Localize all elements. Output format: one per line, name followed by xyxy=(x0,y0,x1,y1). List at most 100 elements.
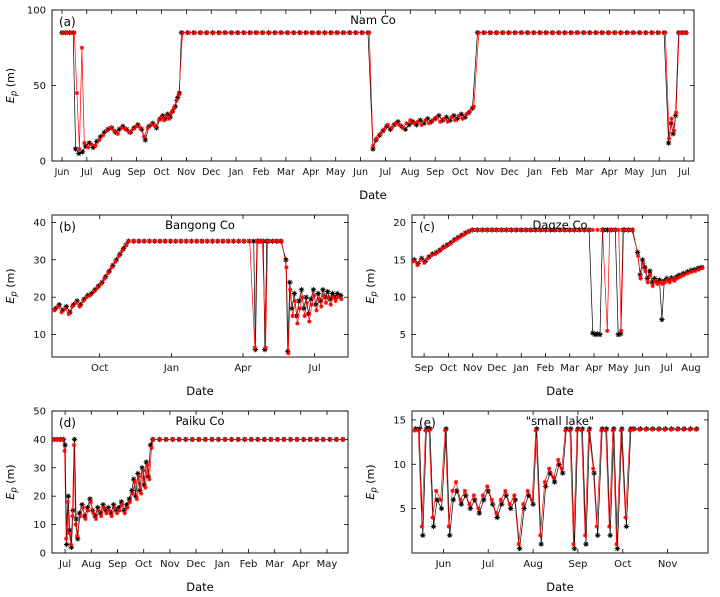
svg-text:10: 10 xyxy=(33,520,46,531)
svg-text:Ep (m): Ep (m) xyxy=(364,268,380,303)
svg-text:20: 20 xyxy=(33,293,46,304)
svg-text:20: 20 xyxy=(33,492,46,503)
svg-text:Jul: Jul xyxy=(80,167,92,178)
panel-e-chart: Jun Jul Aug Sep Oct Nov 5 10 15 "small lake" (e) Da… xyxy=(364,410,709,594)
svg-text:Jul: Jul xyxy=(308,363,321,374)
svg-text:(b): (b) xyxy=(59,220,76,234)
svg-text:Apr: Apr xyxy=(585,363,603,374)
svg-text:Feb: Feb xyxy=(253,167,270,178)
panel-c: Sep Oct Nov Dec Jan Feb Mar Apr May Jun Jul Aug 5 10 1… xyxy=(360,205,720,401)
svg-text:Jan: Jan xyxy=(512,363,528,374)
svg-text:Apr: Apr xyxy=(292,559,310,570)
row-bc: Oct Jan Apr Jul 10 20 30 40 Bangong Co (b) Date Ep … xyxy=(0,205,720,401)
svg-text:Dec: Dec xyxy=(487,363,506,374)
svg-text:Dec: Dec xyxy=(501,167,519,178)
svg-text:Dec: Dec xyxy=(186,559,205,570)
svg-text:Jun: Jun xyxy=(54,167,70,178)
svg-text:Sep: Sep xyxy=(128,167,146,178)
svg-text:0: 0 xyxy=(40,157,46,168)
svg-text:Apr: Apr xyxy=(303,167,320,178)
svg-text:Nov: Nov xyxy=(476,167,495,178)
row-de: Jul Aug Sep Oct Nov Dec Jan Feb Mar Apr May 0 10 20 30… xyxy=(0,401,720,597)
svg-text:May: May xyxy=(326,167,346,178)
svg-text:10: 10 xyxy=(33,330,46,341)
svg-text:Mar: Mar xyxy=(277,167,295,178)
svg-text:Sep: Sep xyxy=(108,559,127,570)
panel-d-chart: Jul Aug Sep Oct Nov Dec Jan Feb Mar Apr May 0 10 20 30… xyxy=(4,407,349,594)
svg-text:Date: Date xyxy=(546,384,574,398)
svg-text:Nam Co: Nam Co xyxy=(350,13,396,27)
svg-text:Jun: Jun xyxy=(435,559,452,570)
svg-text:Jan: Jan xyxy=(214,559,230,570)
svg-text:Oct: Oct xyxy=(91,363,108,374)
svg-text:40: 40 xyxy=(33,218,46,229)
svg-text:Jul: Jul xyxy=(677,167,689,178)
panel-a: Jun Jul Aug Sep Oct Nov Dec Jan Feb Mar Apr May Jun J… xyxy=(0,0,720,205)
svg-text:May: May xyxy=(624,167,644,178)
svg-text:Dagze Co: Dagze Co xyxy=(532,218,587,232)
svg-text:Feb: Feb xyxy=(240,559,258,570)
svg-text:Jul: Jul xyxy=(481,559,494,570)
svg-text:Ep (m): Ep (m) xyxy=(364,464,380,499)
svg-text:40: 40 xyxy=(33,435,46,446)
svg-text:Jan: Jan xyxy=(228,167,244,178)
svg-text:(e): (e) xyxy=(419,416,436,430)
svg-text:Nov: Nov xyxy=(463,363,483,374)
svg-text:Mar: Mar xyxy=(560,363,580,374)
svg-text:(c): (c) xyxy=(419,220,435,234)
svg-text:Nov: Nov xyxy=(177,167,196,178)
svg-text:Paiku Co: Paiku Co xyxy=(176,414,225,428)
svg-text:Aug: Aug xyxy=(102,167,121,178)
svg-text:Aug: Aug xyxy=(681,363,701,374)
svg-text:Date: Date xyxy=(546,580,574,594)
svg-text:50: 50 xyxy=(33,81,46,92)
svg-text:Apr: Apr xyxy=(234,363,252,374)
svg-text:30: 30 xyxy=(33,463,46,474)
svg-text:Jul: Jul xyxy=(660,363,673,374)
svg-text:30: 30 xyxy=(33,255,46,266)
svg-text:May: May xyxy=(608,363,629,374)
svg-text:Sep: Sep xyxy=(415,363,434,374)
panel-d: Jul Aug Sep Oct Nov Dec Jan Feb Mar Apr May 0 10 20 30… xyxy=(0,401,360,597)
svg-text:Dec: Dec xyxy=(202,167,220,178)
svg-text:Feb: Feb xyxy=(551,167,568,178)
svg-text:Jul: Jul xyxy=(379,167,391,178)
svg-text:Date: Date xyxy=(186,580,214,594)
svg-text:Oct: Oct xyxy=(452,167,469,178)
svg-text:Sep: Sep xyxy=(426,167,444,178)
svg-text:15: 15 xyxy=(393,415,406,426)
svg-text:Feb: Feb xyxy=(537,363,555,374)
svg-text:Aug: Aug xyxy=(523,559,543,570)
svg-text:Sep: Sep xyxy=(568,559,587,570)
svg-text:Ep (m): Ep (m) xyxy=(4,68,20,103)
svg-text:Date: Date xyxy=(186,384,214,398)
svg-text:Jan: Jan xyxy=(163,363,179,374)
svg-text:Jun: Jun xyxy=(651,167,667,178)
svg-text:Nov: Nov xyxy=(658,559,678,570)
svg-text:May: May xyxy=(317,559,338,570)
svg-text:50: 50 xyxy=(33,407,46,418)
svg-text:Bangong Co: Bangong Co xyxy=(165,218,235,232)
svg-text:Mar: Mar xyxy=(265,559,285,570)
svg-text:Oct: Oct xyxy=(440,363,457,374)
svg-text:15: 15 xyxy=(393,255,406,266)
svg-text:Apr: Apr xyxy=(601,167,618,178)
svg-text:Oct: Oct xyxy=(153,167,170,178)
svg-text:(d): (d) xyxy=(59,416,76,430)
svg-text:Jun: Jun xyxy=(352,167,368,178)
panel-b: Oct Jan Apr Jul 10 20 30 40 Bangong Co (b) Date Ep … xyxy=(0,205,360,401)
svg-text:20: 20 xyxy=(393,218,406,229)
svg-text:Date: Date xyxy=(359,188,387,202)
svg-text:100: 100 xyxy=(27,6,46,17)
panel-e: Jun Jul Aug Sep Oct Nov 5 10 15 "small lake" (e) Da… xyxy=(360,401,720,597)
svg-text:5: 5 xyxy=(400,504,406,515)
svg-text:Ep (m): Ep (m) xyxy=(4,268,20,303)
svg-text:5: 5 xyxy=(400,330,406,341)
svg-text:(a): (a) xyxy=(59,15,76,29)
svg-text:Aug: Aug xyxy=(401,167,420,178)
svg-text:Jun: Jun xyxy=(634,363,651,374)
svg-text:Aug: Aug xyxy=(82,559,102,570)
panel-c-chart: Sep Oct Nov Dec Jan Feb Mar Apr May Jun Jul Aug 5 10 1… xyxy=(364,214,709,398)
svg-text:10: 10 xyxy=(393,460,406,471)
panel-a-chart: Jun Jul Aug Sep Oct Nov Dec Jan Feb Mar Apr May Jun J… xyxy=(4,6,695,202)
